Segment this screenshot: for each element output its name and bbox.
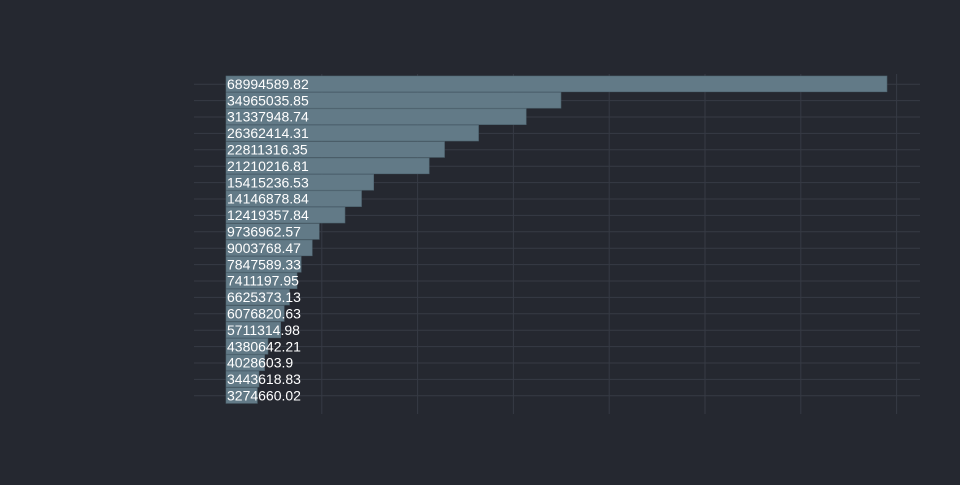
data-label: 5711314.98 — [227, 322, 300, 338]
bar — [225, 321, 282, 339]
data-label: 31337948.74 — [227, 109, 309, 125]
bar — [225, 75, 888, 93]
bar — [225, 354, 265, 371]
bar — [225, 305, 285, 322]
data-label: 22811316.35 — [227, 142, 308, 158]
data-label: 7411197.95 — [227, 273, 299, 289]
data-label: 3443618.83 — [227, 371, 301, 387]
data-label: 68994589.82 — [227, 76, 309, 92]
bar — [225, 370, 260, 388]
bar — [225, 157, 430, 175]
bar — [225, 92, 562, 109]
data-label: 4028603.9 — [227, 355, 293, 371]
data-label: 21210216.81 — [227, 158, 309, 174]
bar — [225, 272, 298, 289]
bar — [225, 288, 290, 306]
data-label: 12419357.84 — [227, 207, 309, 223]
bar — [225, 256, 302, 273]
bar — [225, 108, 527, 125]
data-label: 26362414.31 — [227, 125, 309, 141]
bar-layer — [225, 75, 888, 404]
bar — [225, 239, 313, 257]
data-label: 9003768.47 — [227, 240, 301, 256]
bar — [225, 223, 320, 240]
data-label: 6076820.63 — [227, 306, 301, 322]
data-label: 14146878.84 — [227, 191, 309, 207]
data-label: 7847589.33 — [227, 256, 301, 272]
bar — [225, 387, 258, 404]
bar — [225, 338, 269, 355]
label-layer: 68994589.8234965035.8531337948.742636241… — [227, 76, 309, 404]
bar — [225, 206, 346, 224]
data-label: 6625373.13 — [227, 289, 301, 305]
data-label: 15415236.53 — [227, 174, 309, 190]
bar — [225, 124, 479, 142]
bar — [225, 174, 374, 191]
data-label: 4380642.21 — [227, 338, 301, 354]
data-label: 9736962.57 — [227, 224, 301, 240]
bar — [225, 141, 445, 158]
data-label: 34965035.85 — [227, 92, 309, 108]
data-label: 3274660.02 — [227, 388, 301, 404]
bar — [225, 190, 362, 207]
